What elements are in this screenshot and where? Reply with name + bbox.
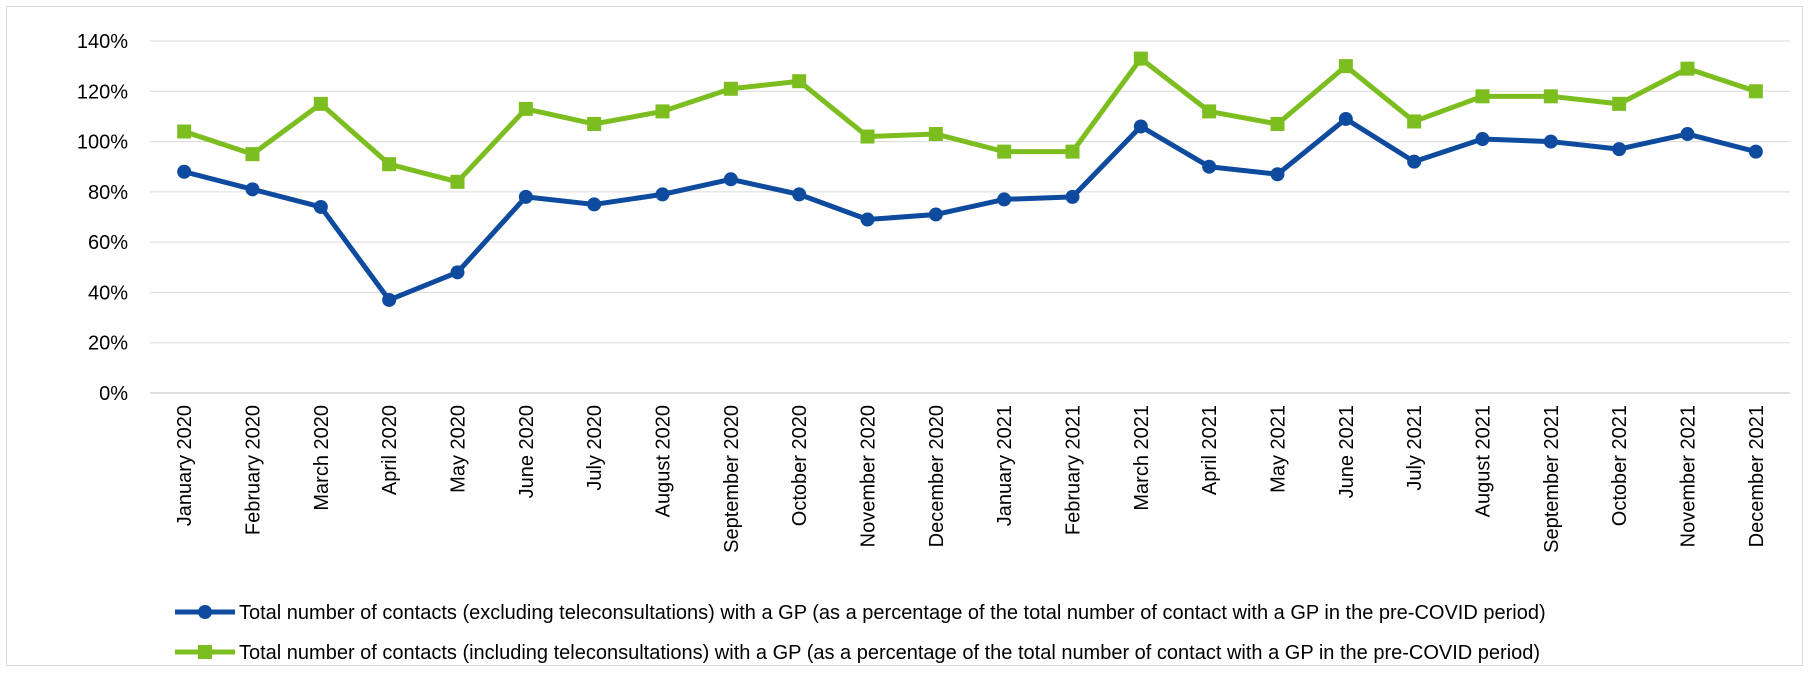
x-tick-label: December 2020 (926, 405, 948, 547)
data-point (1612, 96, 1627, 111)
y-tick-label: 80% (88, 182, 128, 204)
data-point (1270, 167, 1285, 182)
y-tick-label: 100% (77, 132, 128, 154)
y-axis-tick-labels: 0% 20% 40% 60% 80% 100% 120% 140% (77, 31, 128, 405)
x-tick-label: June 2021 (1336, 405, 1358, 498)
x-tick-label: January 2021 (994, 405, 1016, 526)
legend-item: Total number of contacts (including tele… (175, 642, 1540, 664)
data-point (518, 189, 533, 204)
data-point (313, 199, 328, 214)
data-point (1748, 144, 1763, 159)
data-point (997, 144, 1012, 159)
data-point (1202, 159, 1217, 174)
y-tick-label: 40% (88, 282, 128, 304)
series-line (181, 116, 1759, 303)
data-point (587, 116, 602, 131)
data-point (723, 81, 738, 96)
data-point (1680, 127, 1695, 142)
data-point (450, 174, 465, 189)
data-point (997, 192, 1012, 207)
data-point (860, 212, 875, 227)
data-point (655, 104, 670, 119)
data-point (1407, 154, 1422, 169)
x-tick-label: July 2020 (584, 405, 606, 491)
y-tick-label: 60% (88, 232, 128, 254)
x-tick-label: August 2021 (1473, 405, 1495, 517)
y-tick-label: 120% (77, 81, 128, 103)
x-tick-label: May 2020 (448, 405, 470, 493)
data-point (177, 164, 192, 179)
data-point (313, 96, 328, 111)
legend-item: Total number of contacts (excluding tele… (175, 602, 1546, 624)
data-point (587, 197, 602, 212)
data-point (1407, 114, 1422, 129)
x-tick-label: January 2020 (174, 405, 196, 526)
legend-label: Total number of contacts (including tele… (239, 642, 1540, 664)
data-point (860, 129, 875, 144)
legend-marker (198, 605, 212, 619)
x-tick-label: July 2021 (1404, 405, 1426, 491)
x-tick-label: April 2020 (379, 405, 401, 495)
x-tick-label: December 2021 (1746, 405, 1768, 547)
data-point (1065, 144, 1080, 159)
data-point (1065, 189, 1080, 204)
data-point (382, 292, 397, 307)
data-point (792, 187, 807, 202)
data-point (792, 74, 807, 89)
series-2 (177, 51, 1763, 189)
x-axis-tick-labels: January 2020 February 2020 March 2020 April… (174, 405, 1768, 553)
data-point (1133, 51, 1148, 66)
x-tick-label: March 2021 (1131, 405, 1153, 511)
legend-label: Total number of contacts (excluding tele… (239, 602, 1546, 624)
data-point (245, 147, 260, 162)
x-tick-label: November 2021 (1678, 405, 1700, 547)
data-point (1612, 142, 1627, 157)
data-point (928, 127, 943, 142)
x-tick-label: August 2020 (653, 405, 675, 517)
x-tick-label: March 2020 (311, 405, 333, 511)
data-point (1202, 104, 1217, 119)
y-tick-label: 0% (99, 383, 128, 405)
x-tick-label: May 2021 (1268, 405, 1290, 493)
x-tick-label: February 2020 (243, 405, 265, 535)
x-tick-label: June 2020 (516, 405, 538, 498)
data-point (1270, 116, 1285, 131)
data-point (518, 101, 533, 116)
data-point (1543, 134, 1558, 149)
data-point (1133, 119, 1148, 134)
data-point (1475, 132, 1490, 147)
data-point (655, 187, 670, 202)
data-point (177, 124, 192, 139)
x-tick-label: October 2020 (789, 405, 811, 526)
data-point (245, 182, 260, 197)
data-point (1475, 89, 1490, 104)
x-tick-label: April 2021 (1199, 405, 1221, 495)
x-tick-label: September 2020 (721, 405, 743, 553)
data-point (1748, 84, 1763, 99)
x-tick-label: September 2021 (1541, 405, 1563, 553)
series-1 (177, 111, 1763, 307)
data-point (382, 157, 397, 172)
data-point (1680, 61, 1695, 76)
data-point (928, 207, 943, 222)
data-point (1338, 111, 1353, 126)
series-line (181, 56, 1759, 185)
y-tick-label: 140% (77, 31, 128, 53)
x-tick-label: October 2021 (1609, 405, 1631, 526)
data-point (1543, 89, 1558, 104)
legend: Total number of contacts (excluding tele… (175, 602, 1546, 664)
data-point (450, 265, 465, 280)
data-point (723, 172, 738, 187)
x-tick-label: February 2021 (1063, 405, 1085, 535)
y-tick-label: 20% (88, 333, 128, 355)
x-tick-label: November 2020 (858, 405, 880, 547)
legend-marker (198, 645, 212, 659)
data-point (1338, 59, 1353, 74)
